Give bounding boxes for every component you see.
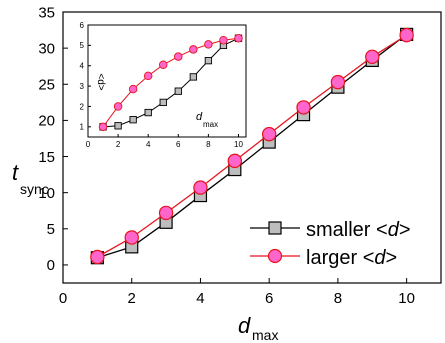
inset-point-larger: [234, 33, 243, 43]
inset-point-smaller: [129, 116, 137, 124]
main-point-larger: [365, 49, 380, 65]
inset-point-larger: [128, 84, 138, 94]
main-x-axis-label: d: [238, 313, 251, 338]
inset-point-smaller: [174, 87, 182, 95]
legend-label-smaller-d: d: [388, 219, 400, 241]
legend-label-smaller: smaller <d>: [306, 219, 411, 241]
inset-point-smaller: [159, 98, 167, 107]
legend-marker-larger: [267, 248, 283, 264]
main-y-axis-label: t: [12, 160, 19, 185]
main-plot-frame: [62, 11, 442, 284]
inset-x-tick-label: 4: [146, 140, 151, 149]
main-y-tick-label: 15: [38, 149, 55, 166]
main-point-larger: [330, 74, 346, 90]
inset-x-tick-label: 8: [206, 140, 211, 149]
inset-point-smaller: [114, 122, 122, 130]
inset-point-larger: [219, 36, 228, 45]
inset-x-axis-label-subscript: max: [203, 120, 218, 129]
main-plot-series: [90, 27, 414, 265]
main-y-axis-label-subscript: sync: [20, 181, 49, 197]
legend-label-larger-prefix: larger <: [306, 247, 374, 269]
legend-label-larger-d: d: [374, 247, 386, 269]
inset-point-larger: [113, 102, 123, 111]
legend-label-larger-suffix: >: [386, 247, 398, 269]
inset-point-smaller: [144, 108, 152, 117]
inset-y-tick-label: 6: [80, 21, 85, 30]
main-y-tick-label: 0: [47, 257, 55, 274]
inset-x-tick-label: 2: [116, 140, 121, 149]
legend: smaller <d> larger <d>: [250, 219, 411, 269]
main-point-larger: [158, 205, 174, 221]
legend-label-larger: larger <d>: [306, 247, 397, 269]
main-y-tick-label: 30: [38, 40, 55, 57]
main-point-larger: [193, 180, 208, 195]
inset-x-axis-label: d: [196, 111, 203, 123]
legend-label-smaller-suffix: >: [399, 219, 411, 241]
main-y-tick-label: 10: [38, 185, 55, 202]
main-x-tick-label: 4: [196, 290, 204, 307]
main-x-tick-label: 6: [265, 290, 273, 307]
inset-point-larger: [98, 122, 108, 132]
main-point-larger: [261, 126, 277, 142]
main-series-line-larger: [97, 34, 407, 258]
legend-marker-smaller: [268, 221, 282, 235]
legend-label-smaller-prefix: smaller <: [306, 219, 388, 241]
main-point-larger: [227, 153, 243, 169]
inset-y-tick-label: 4: [80, 62, 85, 71]
main-point-larger: [90, 249, 105, 265]
inset-point-smaller: [189, 73, 197, 81]
inset-series-line-larger: [102, 37, 239, 128]
main-x-tick-label: 0: [59, 290, 67, 307]
main-y-tick-label: 20: [38, 113, 55, 130]
inset-point-larger: [204, 40, 213, 49]
main-x-tick-label: 2: [128, 290, 136, 307]
inset-y-tick-label: 2: [80, 102, 85, 111]
inset-series-line-smaller: [103, 37, 239, 128]
main-y-tick-label: 35: [38, 4, 55, 21]
inset-x-tick-label: 10: [234, 140, 243, 149]
inset-plot-frame: [87, 24, 247, 138]
inset-point-smaller: [204, 56, 213, 65]
inset-point-larger: [143, 71, 153, 81]
main-x-axis-label-subscript: max: [252, 327, 278, 343]
inset-x-tick-label: 0: [86, 140, 91, 149]
inset-x-tick-label: 6: [176, 140, 181, 149]
main-x-tick-label: 8: [334, 290, 342, 307]
inset-point-larger: [189, 45, 198, 54]
main-series-line-smaller: [97, 33, 408, 259]
main-point-larger: [399, 27, 414, 43]
main-x-tick-label: 10: [398, 290, 415, 307]
inset-point-larger: [174, 52, 183, 61]
main-point-larger: [124, 230, 139, 245]
inset-y-tick-label: 1: [80, 123, 85, 132]
inset-y-tick-label: 5: [80, 41, 85, 50]
main-y-tick-label: 25: [38, 77, 55, 94]
main-y-tick-label: 5: [47, 221, 55, 238]
inset-y-axis-label: <d>: [95, 73, 106, 90]
inset-y-tick-label: 3: [80, 82, 85, 91]
inset-plot-series: [98, 33, 243, 132]
inset-point-larger: [158, 60, 168, 69]
main-point-larger: [296, 100, 311, 115]
